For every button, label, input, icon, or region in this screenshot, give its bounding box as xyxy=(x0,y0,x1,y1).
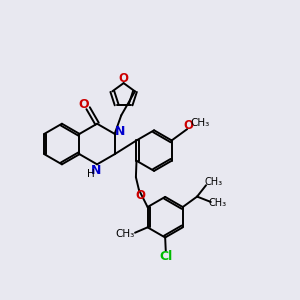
Text: H: H xyxy=(87,169,94,179)
Text: N: N xyxy=(91,164,101,177)
Text: Cl: Cl xyxy=(159,250,173,263)
Text: CH₃: CH₃ xyxy=(204,177,222,187)
Text: O: O xyxy=(79,98,89,110)
Text: O: O xyxy=(118,72,129,85)
Text: CH₃: CH₃ xyxy=(209,198,227,208)
Text: O: O xyxy=(183,119,193,132)
Text: N: N xyxy=(115,125,125,138)
Text: CH₃: CH₃ xyxy=(116,229,135,239)
Text: CH₃: CH₃ xyxy=(190,118,209,128)
Text: O: O xyxy=(135,189,145,202)
